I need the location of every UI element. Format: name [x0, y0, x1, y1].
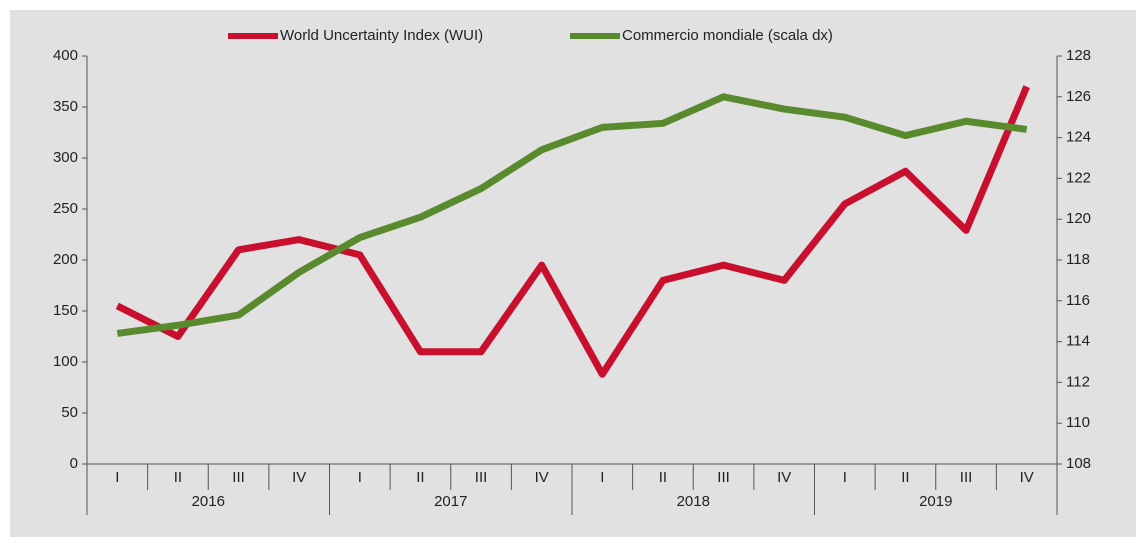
x-tick-label: I — [600, 469, 604, 486]
y-tick-label: 300 — [53, 149, 78, 166]
y2-tick-label: 122 — [1066, 169, 1091, 186]
x-group-label: 2018 — [677, 493, 710, 510]
x-tick-label: III — [717, 469, 730, 486]
x-group-label: 2019 — [919, 493, 952, 510]
y2-tick-label: 110 — [1066, 414, 1090, 431]
y-tick-label: 100 — [53, 353, 78, 370]
y-tick-label: 250 — [53, 200, 78, 217]
y-tick-label: 400 — [53, 47, 78, 64]
y2-tick-label: 126 — [1066, 88, 1091, 105]
y-tick-label: 0 — [70, 455, 78, 472]
y2-tick-label: 112 — [1066, 373, 1090, 390]
y2-tick-label: 124 — [1066, 129, 1091, 146]
y-tick-label: 150 — [53, 302, 78, 319]
x-tick-label: I — [358, 469, 362, 486]
y-tick-label: 350 — [53, 98, 78, 115]
x-tick-label: I — [843, 469, 847, 486]
y2-tick-label: 118 — [1066, 251, 1090, 268]
y2-tick-label: 120 — [1066, 210, 1091, 227]
y2-tick-label: 116 — [1066, 292, 1090, 309]
chart-background — [10, 10, 1136, 537]
series-line — [116, 93, 1028, 337]
y2-tick-label: 114 — [1066, 333, 1090, 350]
y2-tick-label: 128 — [1066, 47, 1091, 64]
x-tick-label: I — [115, 469, 119, 486]
x-tick-label: IV — [535, 469, 549, 486]
x-tick-label: II — [174, 469, 182, 486]
x-tick-label: IV — [292, 469, 306, 486]
legend-label: World Uncertainty Index (WUI) — [280, 27, 483, 44]
x-tick-label: II — [901, 469, 909, 486]
y-tick-label: 200 — [53, 251, 78, 268]
legend-label: Commercio mondiale (scala dx) — [622, 27, 833, 44]
x-group-label: 2016 — [192, 493, 225, 510]
x-tick-label: III — [232, 469, 245, 486]
x-group-label: 2017 — [434, 493, 467, 510]
y2-tick-label: 108 — [1066, 455, 1091, 472]
x-tick-label: III — [475, 469, 488, 486]
x-tick-label: IV — [1020, 469, 1034, 486]
x-tick-label: III — [960, 469, 973, 486]
x-tick-label: II — [416, 469, 424, 486]
series-line — [115, 85, 1030, 378]
x-tick-label: IV — [777, 469, 791, 486]
y-tick-label: 50 — [61, 404, 78, 421]
x-tick-label: II — [659, 469, 667, 486]
